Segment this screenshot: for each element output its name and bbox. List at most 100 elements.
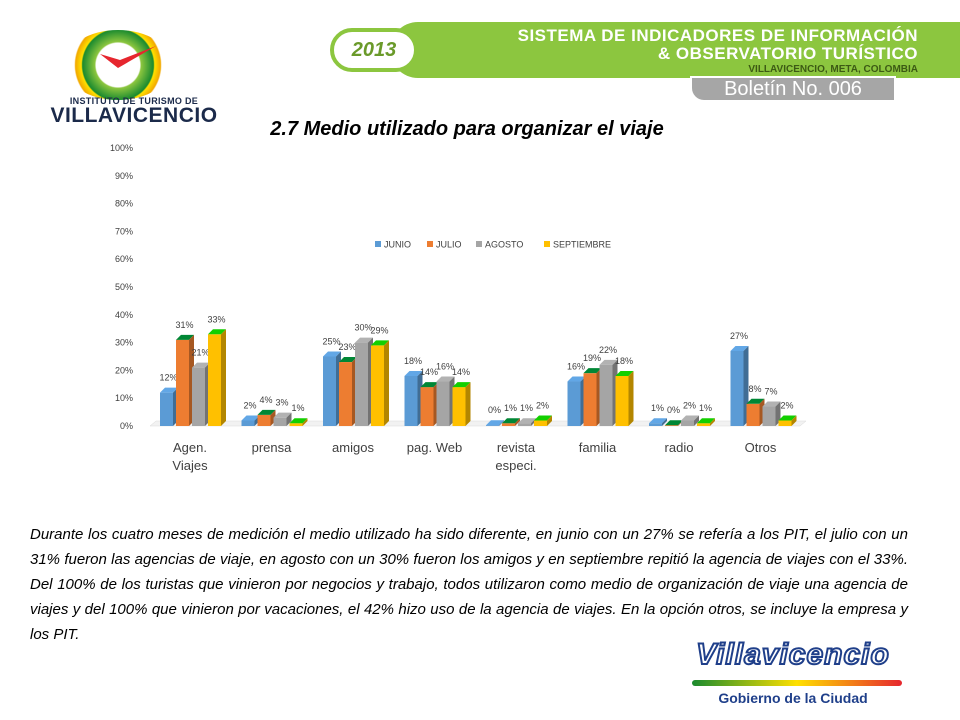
bar-value-label: 18% (404, 356, 422, 366)
logo-line1: INSTITUTO DE TURISMO DE (69, 96, 199, 106)
legend-item: JUNIO (375, 240, 411, 250)
boletin-badge: Boletín No. 006 (690, 76, 896, 102)
bar (176, 334, 194, 426)
chart-title: 2.7 Medio utilizado para organizar el vi… (270, 118, 664, 140)
x-category-label: Otros (745, 440, 777, 455)
bar (436, 376, 455, 426)
bar (371, 340, 389, 426)
bar (208, 329, 226, 426)
bar (583, 368, 602, 426)
legend-item: AGOSTO (476, 240, 523, 250)
bar-value-label: 14% (452, 367, 470, 377)
bar-chart: 0% 10% 20% 30% 40% 50% 60% 70% 80% 90% 100% 12% 31%… (110, 143, 807, 473)
bar (339, 357, 357, 426)
banner-line2: & OBSERVATORIO TURÍSTICO (657, 44, 918, 63)
bar (762, 401, 781, 426)
x-category-label: prensa (252, 440, 293, 455)
bar-value-label: 12% (159, 373, 177, 383)
bar (420, 382, 439, 426)
bar (534, 415, 552, 426)
bar-value-label: 22% (599, 345, 617, 355)
y-tick-label: 70% (115, 226, 133, 236)
x-category-label: pag. Web (407, 440, 462, 455)
bar (273, 412, 292, 426)
bar-value-label: 27% (730, 331, 748, 341)
bar (599, 359, 618, 426)
legend-label: SEPTIEMBRE (553, 240, 611, 250)
x-category-label: familia (579, 440, 617, 455)
bar (160, 387, 178, 426)
legend-swatch (427, 241, 433, 247)
legend-item: SEPTIEMBRE (544, 240, 611, 250)
bar (778, 415, 797, 426)
bar-value-label: 4% (259, 395, 272, 405)
bar (257, 409, 276, 426)
bar-value-label: 33% (207, 314, 225, 324)
bars: 12%31%21%33%2%4% 3%1%25%23%30%29%18%14%16… (159, 314, 797, 426)
bar-value-label: 18% (615, 356, 633, 366)
legend-label: AGOSTO (485, 240, 523, 250)
bar-value-label: 16% (567, 362, 585, 372)
bar-value-label: 0% (488, 405, 501, 415)
bar (355, 337, 373, 426)
bar (697, 418, 715, 426)
city-logo-word: Villavicencio (695, 637, 890, 672)
x-category-label: especi. (495, 458, 536, 473)
bar-value-label: 21% (191, 348, 209, 358)
bar-value-label: 1% (520, 403, 533, 413)
banner-background (390, 22, 960, 78)
bar-value-label: 1% (504, 403, 517, 413)
x-category-label: Agen. (173, 440, 207, 455)
logo-checkmark-icon (100, 46, 156, 68)
bar (730, 345, 749, 426)
banner-line3: VILLAVICENCIO, META, COLOMBIA (748, 64, 918, 75)
header-banner: 2013 SISTEMA DE INDICADORES DE INFORMACI… (330, 22, 960, 78)
bar (404, 370, 423, 426)
y-tick-label: 40% (115, 310, 133, 320)
bar-value-label: 16% (436, 362, 454, 372)
banner-year: 2013 (330, 28, 418, 72)
y-tick-label: 20% (115, 365, 133, 375)
legend-label: JUNIO (384, 240, 411, 250)
bar-value-label: 29% (370, 325, 388, 335)
x-category-label: revista (497, 440, 536, 455)
bar-value-label: 2% (683, 400, 696, 410)
city-logo-subtitle: Gobierno de la Ciudad (718, 690, 868, 706)
bar-value-label: 1% (651, 403, 664, 413)
bar-value-label: 8% (748, 384, 761, 394)
x-category-label: Viajes (172, 458, 208, 473)
bar-value-label: 2% (780, 400, 793, 410)
y-axis: 0% 10% 20% 30% 40% 50% 60% 70% 80% 90% 100% (110, 143, 807, 431)
bar (486, 420, 504, 426)
legend-item: JULIO (427, 240, 462, 250)
legend-swatch (544, 241, 550, 247)
bar-value-label: 1% (699, 403, 712, 413)
x-category-label: radio (665, 440, 694, 455)
y-tick-label: 100% (110, 143, 133, 153)
bar (289, 418, 308, 426)
city-logo: Villavicencio Gobierno de la Ciudad (668, 636, 918, 716)
bar (323, 351, 341, 426)
x-category-label: amigos (332, 440, 374, 455)
y-tick-label: 50% (115, 282, 133, 292)
bar-value-label: 14% (420, 367, 438, 377)
bar-value-label: 0% (667, 405, 680, 415)
y-tick-label: 90% (115, 171, 133, 181)
y-tick-label: 60% (115, 254, 133, 264)
legend-label: JULIO (436, 240, 462, 250)
chart-floor (149, 420, 807, 427)
bar-value-label: 19% (583, 353, 601, 363)
bar (746, 398, 765, 426)
bar (615, 370, 634, 426)
x-axis: Agen. Viajes prensa amigos pag. Web revista es… (172, 440, 776, 473)
institute-logo: INSTITUTO DE TURISMO DE VILLAVICENCIO (46, 24, 222, 127)
bar (452, 382, 471, 426)
legend-swatch (476, 241, 482, 247)
description-paragraph: Durante los cuatro meses de medición el … (30, 526, 908, 643)
bar (192, 362, 210, 426)
bar-value-label: 7% (764, 387, 777, 397)
city-logo-flag-bar (692, 680, 902, 686)
bar (681, 415, 699, 426)
bar-value-label: 3% (275, 398, 288, 408)
logo-line2: VILLAVICENCIO (50, 104, 218, 127)
